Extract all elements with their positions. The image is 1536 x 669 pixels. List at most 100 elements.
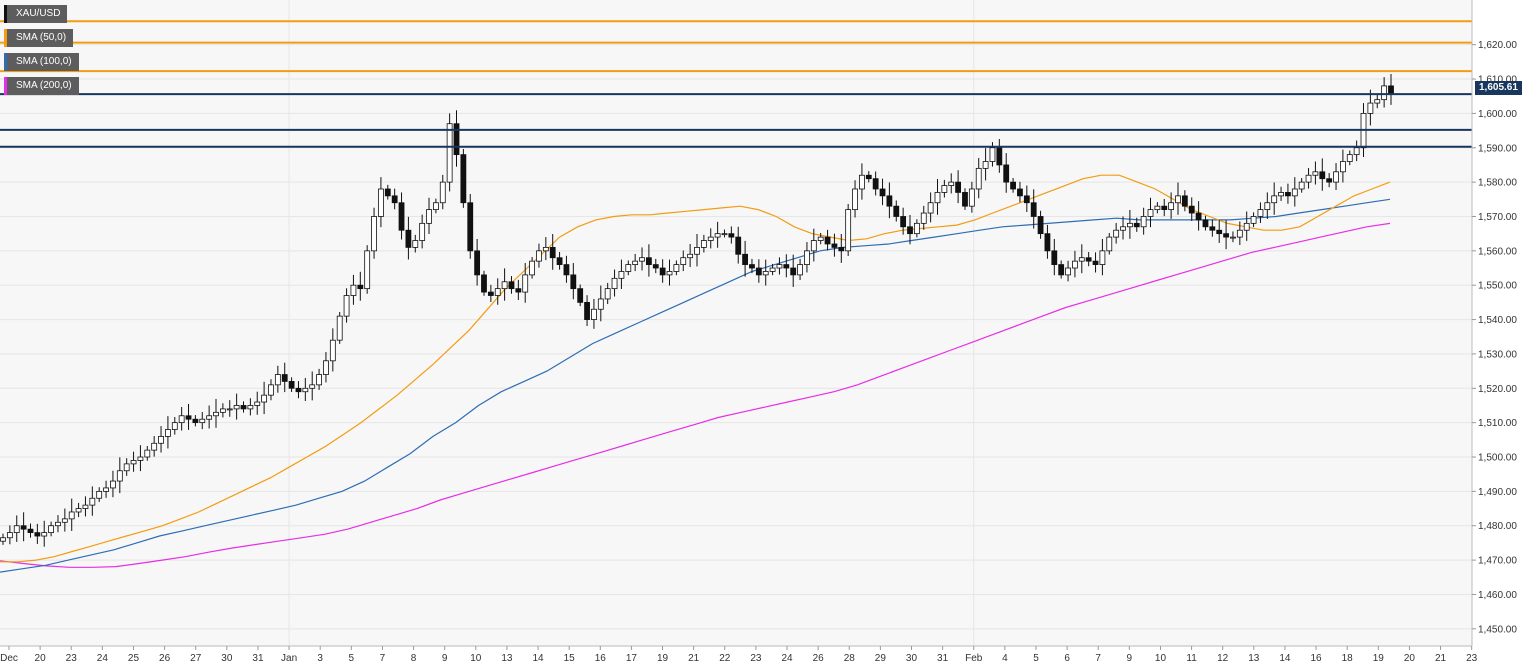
x-tick-label: 5 xyxy=(1033,653,1039,664)
y-tick-label: 1,590.00 xyxy=(1478,143,1517,154)
candle-body xyxy=(254,401,261,406)
candle-body xyxy=(41,532,48,537)
legend-label: SMA (50,0) xyxy=(16,32,67,43)
candle-body xyxy=(749,264,755,269)
candle-body xyxy=(563,264,570,276)
candle-body xyxy=(364,250,371,290)
candle-body xyxy=(68,511,75,520)
candle-body xyxy=(721,233,728,236)
candle-body xyxy=(137,456,144,461)
candle-body xyxy=(481,274,487,293)
y-tick-label: 1,600.00 xyxy=(1478,109,1517,120)
candle-body xyxy=(206,415,213,420)
candle-body xyxy=(1298,181,1305,190)
sma200-line xyxy=(0,222,1391,568)
candle-body xyxy=(1072,260,1078,269)
candle-body xyxy=(158,435,164,444)
x-tick-label: 23 xyxy=(750,653,762,664)
candle-body xyxy=(1120,226,1126,231)
candle-body xyxy=(1291,188,1298,197)
candle-body xyxy=(213,411,219,417)
candle-body xyxy=(268,384,274,396)
x-tick-label: 21 xyxy=(688,653,700,664)
candle-body xyxy=(96,490,103,499)
x-tick-label: 9 xyxy=(442,653,448,664)
candle-body xyxy=(405,229,412,248)
candle-body xyxy=(1230,236,1236,239)
candle-body xyxy=(89,497,96,506)
candle-body xyxy=(948,181,955,186)
x-tick-label: 9 xyxy=(1127,653,1133,664)
candle-body xyxy=(178,415,185,424)
x-tick-label: 14 xyxy=(1279,653,1291,664)
candle-body xyxy=(1271,195,1278,204)
candle-body xyxy=(61,518,68,523)
legend-item-xauusd[interactable]: XAU/USD xyxy=(4,5,68,23)
candle-body xyxy=(659,267,666,276)
x-tick-label: 20 xyxy=(35,653,47,664)
x-tick-label: 16 xyxy=(1310,653,1322,664)
legend-item-sma100[interactable]: SMA (100,0) xyxy=(4,53,79,71)
y-tick-label: 1,470.00 xyxy=(1478,556,1517,567)
candle-body xyxy=(48,525,54,534)
candle-body xyxy=(865,174,872,180)
legend-item-sma200[interactable]: SMA (200,0) xyxy=(4,77,79,95)
y-tick-label: 1,570.00 xyxy=(1478,212,1517,223)
legend-item-sma50[interactable]: SMA (50,0) xyxy=(4,29,74,47)
x-tick-label: 17 xyxy=(626,653,638,664)
candle-body xyxy=(955,181,962,193)
candle-body xyxy=(597,298,604,310)
x-tick-label: 20 xyxy=(1404,653,1416,664)
candle-body xyxy=(755,267,762,276)
candle-body xyxy=(542,247,549,252)
candle-body xyxy=(371,216,377,252)
candle-body xyxy=(1051,250,1058,265)
candle-body xyxy=(996,147,1003,166)
candle-body xyxy=(219,408,226,413)
y-tick-label: 1,460.00 xyxy=(1478,590,1517,601)
x-tick-label: 22 xyxy=(719,653,731,664)
candle-body xyxy=(982,161,989,169)
candle-body xyxy=(962,192,968,207)
candle-body xyxy=(27,528,34,534)
candle-body xyxy=(1257,209,1264,217)
candle-body xyxy=(350,284,357,296)
sma-lines xyxy=(0,174,1391,573)
candle-body xyxy=(797,264,803,276)
candle-body xyxy=(1065,267,1071,276)
y-tick-label: 1,610.00 xyxy=(1478,75,1517,86)
candle-body xyxy=(1099,250,1106,265)
candle-body xyxy=(1367,102,1374,114)
candle-body xyxy=(1175,195,1181,204)
candle-body xyxy=(398,202,405,231)
x-tick-label: 15 xyxy=(564,653,576,664)
x-tick-label: 13 xyxy=(501,653,513,664)
legend-swatch xyxy=(4,77,7,95)
y-tick-label: 1,620.00 xyxy=(1478,40,1517,51)
x-tick-label: 7 xyxy=(380,653,386,664)
candle-body xyxy=(515,288,522,293)
candle-body xyxy=(652,264,659,269)
candle-body xyxy=(1168,202,1175,211)
candle-body xyxy=(769,267,776,272)
candle-body xyxy=(762,271,769,276)
candle-body xyxy=(742,253,748,265)
candle-body xyxy=(522,274,529,293)
candle-body xyxy=(1209,226,1216,231)
x-tick-label: 12 xyxy=(1217,653,1229,664)
candle-body xyxy=(501,281,508,290)
candle-body xyxy=(116,470,123,482)
candle-body xyxy=(810,240,817,252)
candle-body xyxy=(446,123,453,183)
candle-body xyxy=(714,233,721,238)
sma100-line xyxy=(0,198,1391,573)
candle-body xyxy=(185,415,192,420)
candle-body xyxy=(694,247,700,255)
candle-body xyxy=(700,240,707,248)
candle-body xyxy=(1223,233,1229,238)
candle-body xyxy=(323,360,329,375)
x-tick-label: 10 xyxy=(470,653,482,664)
legend-label: XAU/USD xyxy=(16,8,61,19)
candle-body xyxy=(357,284,364,290)
